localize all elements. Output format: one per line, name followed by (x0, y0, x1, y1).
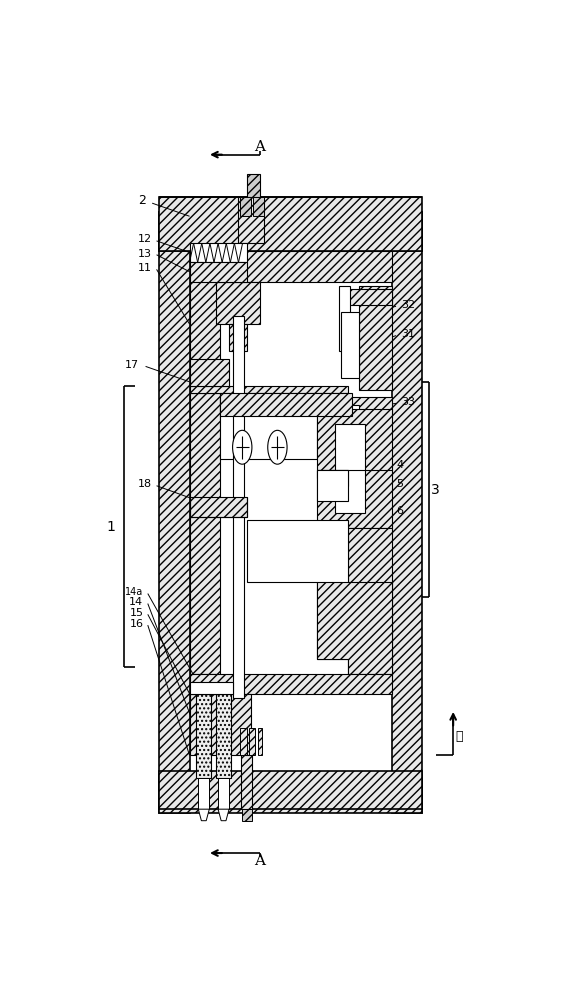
Polygon shape (317, 582, 392, 674)
Bar (220, 397, 317, 459)
Text: A: A (255, 854, 265, 868)
Text: 2: 2 (138, 194, 146, 207)
Bar (189, 393, 220, 674)
Bar (240, 728, 247, 755)
Bar (189, 251, 392, 282)
Bar (234, 316, 244, 698)
Bar (189, 359, 229, 386)
Bar (159, 212, 189, 813)
Bar (242, 755, 252, 809)
Bar (220, 393, 352, 416)
Bar (359, 286, 392, 389)
Text: 17: 17 (125, 360, 139, 370)
Bar (189, 694, 251, 755)
Bar (198, 778, 209, 809)
Bar (317, 409, 392, 528)
Text: 6: 6 (396, 506, 403, 516)
Circle shape (232, 430, 252, 464)
Bar (196, 694, 211, 778)
Text: 3: 3 (431, 483, 440, 497)
Text: 33: 33 (401, 397, 415, 407)
Bar (189, 386, 348, 393)
Bar (339, 286, 350, 351)
Bar (392, 212, 422, 813)
Bar (242, 809, 252, 821)
Text: A: A (255, 140, 265, 154)
Text: 18: 18 (138, 479, 152, 489)
Bar (249, 728, 255, 755)
Polygon shape (198, 809, 209, 821)
Bar (189, 278, 220, 366)
Bar (159, 774, 422, 813)
Bar (189, 674, 392, 694)
Polygon shape (218, 809, 229, 821)
Polygon shape (339, 397, 392, 413)
Bar (216, 694, 231, 778)
Bar (189, 497, 247, 517)
Bar (159, 212, 422, 251)
Bar (348, 528, 392, 674)
Polygon shape (247, 520, 348, 659)
Bar (240, 197, 251, 216)
Text: 1: 1 (106, 520, 115, 534)
Bar (257, 728, 262, 755)
Bar (159, 771, 422, 809)
Bar (159, 197, 422, 251)
Text: 13: 13 (138, 249, 152, 259)
Text: 5: 5 (396, 479, 403, 489)
Polygon shape (317, 470, 348, 486)
Bar (238, 197, 264, 243)
Text: 12: 12 (138, 234, 152, 244)
Text: 31: 31 (401, 329, 415, 339)
Text: 14: 14 (129, 597, 143, 607)
Bar (341, 312, 359, 378)
Text: 11: 11 (138, 263, 152, 273)
Bar (348, 289, 392, 305)
Bar (189, 682, 234, 694)
Text: 15: 15 (129, 608, 143, 618)
Text: 上: 上 (455, 730, 463, 742)
Text: 32: 32 (401, 300, 416, 310)
Bar (229, 324, 247, 351)
Bar (218, 778, 229, 809)
Text: 4: 4 (396, 460, 403, 470)
Bar (253, 197, 264, 216)
Bar (189, 262, 247, 282)
Circle shape (268, 430, 287, 464)
Bar (335, 424, 365, 513)
Bar (247, 174, 260, 197)
Bar (317, 470, 348, 501)
Bar (216, 282, 260, 324)
Text: 14a: 14a (125, 587, 143, 597)
Text: 16: 16 (129, 619, 143, 629)
Bar (189, 243, 247, 262)
